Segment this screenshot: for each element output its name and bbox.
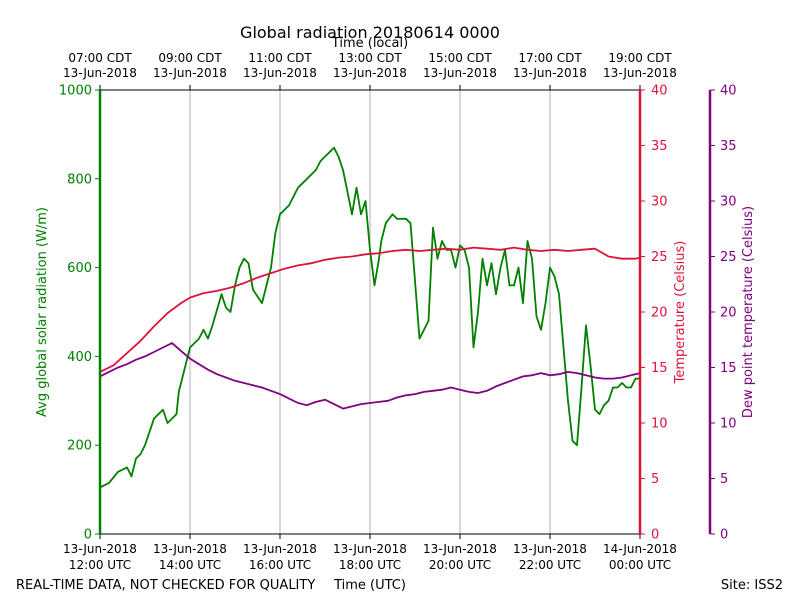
dewpoint-tick-label: 25 [720,250,737,265]
bottom-tick-date: 13-Jun-2018 [243,542,317,556]
top-tick-date: 13-Jun-2018 [63,66,137,80]
series-layer [99,146,641,489]
radiation-tick-label: 1000 [59,84,92,99]
bottom-tick-time: 12:00 UTC [69,558,131,572]
temperature-tick-label: 30 [651,195,668,210]
top-tick-time: 07:00 CDT [68,51,132,65]
dewpoint-tick-label: 35 [720,139,737,154]
top-tick-date: 13-Jun-2018 [513,66,587,80]
top-tick-date: 13-Jun-2018 [423,66,497,80]
grid-lines [189,90,551,534]
top-tick-date: 13-Jun-2018 [333,66,407,80]
radiation-axis-label: Avg global solar radiation (W/m) [35,207,50,417]
dewpoint-tick-label: 40 [720,84,737,99]
bottom-tick-time: 20:00 UTC [429,558,491,572]
bottom-tick-date: 13-Jun-2018 [63,542,137,556]
site-label: Site: ISS2 [721,578,783,593]
radiation-tick-label: 400 [67,350,92,365]
dewpoint-tick-label: 30 [720,195,737,210]
bottom-tick-date: 13-Jun-2018 [333,542,407,556]
bottom-tick-date: 13-Jun-2018 [423,542,497,556]
bottom-tick-time: 22:00 UTC [519,558,581,572]
top-tick-time: 09:00 CDT [158,51,222,65]
bottom-tick-date: 14-Jun-2018 [603,542,677,556]
temperature-tick-label: 15 [651,361,668,376]
radiation-tick-label: 0 [84,528,92,543]
radiation-tick-label: 800 [67,172,92,187]
top-tick-date: 13-Jun-2018 [153,66,227,80]
radiation-line [99,146,640,489]
temperature-tick-label: 35 [651,139,668,154]
temperature-line [99,246,641,373]
dewpoint-tick-label: 10 [720,417,737,432]
top-tick-time: 11:00 CDT [248,51,312,65]
dewpoint-axis-label: Dew point temperature (Celsius) [741,206,756,418]
x-axis-label: Time (UTC) [333,578,406,593]
dewpoint-tick-label: 0 [720,528,728,543]
temperature-tick-label: 5 [651,472,659,487]
temperature-tick-label: 25 [651,250,668,265]
bottom-tick-time: 16:00 UTC [249,558,311,572]
chart-title: Global radiation 20180614 0000 [240,23,500,42]
quality-note: REAL-TIME DATA, NOT CHECKED FOR QUALITY [16,578,315,593]
temperature-axis-label: Temperature (Celsius) [673,241,688,385]
top-tick-time: 19:00 CDT [608,51,672,65]
top-tick-date: 13-Jun-2018 [603,66,677,80]
top-axis-label: Time (local) [331,36,408,51]
bottom-tick-time: 18:00 UTC [339,558,401,572]
top-tick-date: 13-Jun-2018 [243,66,317,80]
temperature-tick-label: 0 [651,528,659,543]
radiation-tick-label: 200 [67,439,92,454]
radiation-tick-label: 600 [67,261,92,276]
top-tick-time: 17:00 CDT [518,51,582,65]
temperature-tick-label: 20 [651,306,668,321]
dewpoint-tick-label: 5 [720,472,728,487]
top-tick-time: 15:00 CDT [428,51,492,65]
bottom-tick-date: 13-Jun-2018 [153,542,227,556]
dewpoint-tick-label: 15 [720,361,737,376]
bottom-tick-time: 14:00 UTC [159,558,221,572]
temperature-tick-label: 10 [651,417,668,432]
dewpoint-line [99,342,641,410]
top-tick-time: 13:00 CDT [338,51,402,65]
bottom-tick-time: 00:00 UTC [609,558,671,572]
temperature-tick-label: 40 [651,84,668,99]
dewpoint-tick-label: 20 [720,306,737,321]
bottom-tick-date: 13-Jun-2018 [513,542,587,556]
